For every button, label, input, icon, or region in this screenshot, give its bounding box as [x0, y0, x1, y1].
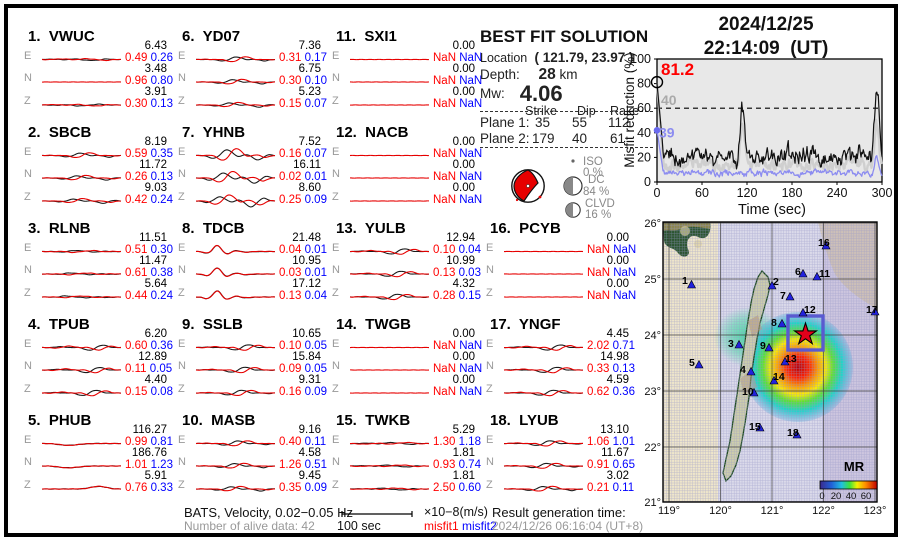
svg-text:300: 300 — [872, 186, 893, 200]
svg-text:5: 5 — [689, 357, 695, 369]
svg-text:10: 10 — [742, 386, 754, 398]
svg-text:84 %: 84 % — [583, 186, 609, 198]
svg-text:40: 40 — [637, 126, 651, 140]
svg-text:6: 6 — [795, 266, 801, 278]
svg-text:80: 80 — [637, 77, 651, 91]
svg-text:14: 14 — [773, 371, 785, 383]
svg-text:17: 17 — [866, 304, 878, 316]
svg-text:122°: 122° — [812, 505, 835, 517]
svg-text:13: 13 — [785, 353, 797, 365]
svg-text:7: 7 — [780, 290, 786, 302]
svg-text:123°: 123° — [864, 505, 887, 517]
svg-text:0: 0 — [819, 491, 824, 502]
svg-text:81.2: 81.2 — [661, 60, 694, 79]
svg-text:120: 120 — [737, 186, 758, 200]
svg-text:23°: 23° — [644, 386, 661, 398]
svg-text:40: 40 — [661, 92, 677, 108]
svg-text:180: 180 — [782, 186, 803, 200]
svg-text:16: 16 — [818, 237, 830, 249]
svg-text:2: 2 — [773, 276, 779, 288]
svg-text:60: 60 — [861, 491, 872, 502]
svg-text:8: 8 — [771, 317, 777, 329]
svg-text:4: 4 — [740, 364, 746, 376]
svg-text:22°: 22° — [644, 442, 661, 454]
svg-text:20: 20 — [831, 491, 842, 502]
svg-text:0: 0 — [644, 175, 651, 189]
svg-text:121°: 121° — [761, 505, 784, 517]
svg-text:39: 39 — [659, 125, 675, 141]
svg-text:1: 1 — [682, 275, 688, 287]
svg-text:60: 60 — [695, 186, 709, 200]
svg-text:60: 60 — [637, 101, 651, 115]
svg-text:0: 0 — [654, 186, 661, 200]
svg-text:12: 12 — [804, 304, 816, 316]
svg-text:DC: DC — [588, 174, 605, 186]
svg-text:16 %: 16 % — [585, 209, 611, 221]
svg-text:26°: 26° — [644, 218, 661, 230]
svg-text:120°: 120° — [709, 505, 732, 517]
svg-text:15: 15 — [749, 421, 761, 433]
svg-text:3: 3 — [728, 338, 734, 350]
svg-text:MR: MR — [844, 459, 865, 474]
svg-text:240: 240 — [827, 186, 848, 200]
svg-text:20: 20 — [637, 150, 651, 164]
svg-text:18: 18 — [787, 427, 799, 439]
svg-text:9: 9 — [760, 340, 766, 352]
svg-text:40: 40 — [846, 491, 857, 502]
svg-text:11: 11 — [819, 268, 830, 280]
svg-text:119°: 119° — [658, 505, 680, 517]
svg-text:25°: 25° — [644, 274, 661, 286]
svg-text:24°: 24° — [644, 330, 661, 342]
